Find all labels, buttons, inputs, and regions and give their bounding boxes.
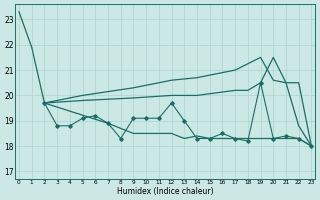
X-axis label: Humidex (Indice chaleur): Humidex (Indice chaleur) xyxy=(117,187,213,196)
